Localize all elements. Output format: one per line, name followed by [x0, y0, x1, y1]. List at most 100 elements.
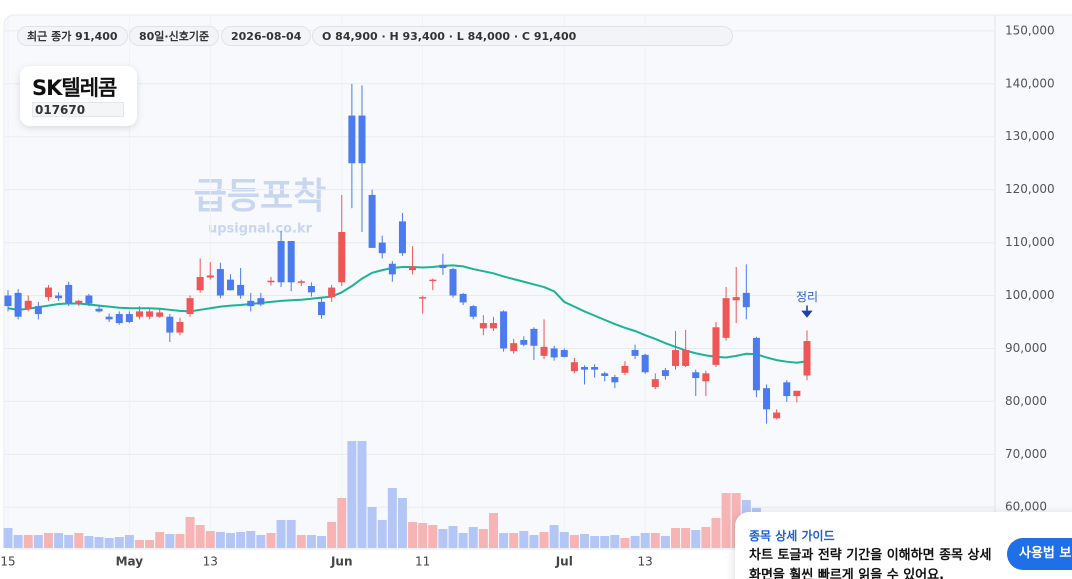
- chip: 2026-08-04: [221, 26, 312, 46]
- volume-bar: [428, 525, 438, 548]
- volume-bar: [357, 441, 367, 548]
- volume-bar: [408, 522, 418, 548]
- volume-bar: [377, 520, 387, 548]
- volume-bar: [721, 493, 731, 548]
- volume-bar: [367, 507, 377, 548]
- candle-body: [307, 285, 315, 293]
- candle-body: [611, 377, 619, 383]
- candle-body: [682, 350, 690, 366]
- candle-body: [773, 412, 781, 419]
- candle-body: [570, 362, 578, 372]
- volume-bar: [134, 540, 144, 548]
- volume-bar: [84, 536, 94, 548]
- guide-text: 화면을 훨씬 빠르게 읽을 수 있어요.: [749, 568, 945, 579]
- candle-body: [55, 295, 63, 299]
- volume-bar: [529, 535, 539, 548]
- candle-body: [489, 323, 497, 329]
- volume-bar: [13, 535, 23, 548]
- candle-body: [398, 221, 406, 254]
- volume-bar: [165, 534, 175, 548]
- candle-body: [479, 323, 487, 329]
- volume-bar: [600, 536, 610, 548]
- volume-bar: [286, 520, 296, 548]
- candle-body: [651, 379, 659, 388]
- x-tick-label: 13: [203, 555, 218, 569]
- guide-text: 차트 토글과 전략 기간을 이해하면 종목 상세: [749, 548, 992, 563]
- volume-bar: [681, 528, 691, 548]
- candle-body: [348, 115, 356, 164]
- candle-body: [257, 298, 265, 305]
- x-tick-label: Jun: [330, 555, 353, 569]
- volume-bar: [64, 535, 74, 548]
- volume-bar: [23, 535, 33, 548]
- candle-body: [186, 298, 194, 315]
- y-tick-label: 150,000: [1005, 23, 1055, 37]
- volume-bar: [306, 535, 316, 548]
- candle-body: [429, 279, 437, 282]
- volume-bar: [33, 535, 43, 548]
- stock-name: SK텔레콤: [32, 76, 117, 100]
- volume-bar: [397, 498, 407, 548]
- candle-body: [115, 314, 123, 324]
- candle-body: [328, 287, 336, 298]
- candle-body: [34, 306, 42, 315]
- candle-body: [661, 370, 669, 376]
- volume-bar: [205, 531, 215, 548]
- candle-body: [560, 350, 568, 357]
- volume-bar: [640, 533, 650, 548]
- candle-body: [156, 312, 164, 317]
- candle-body: [75, 300, 83, 304]
- candle-body: [752, 337, 760, 391]
- volume-bar: [175, 534, 185, 548]
- candle-body: [722, 298, 730, 338]
- y-tick-label: 110,000: [1005, 235, 1055, 249]
- candle-body: [550, 348, 558, 358]
- volume-bar: [671, 528, 681, 548]
- candle-body: [732, 297, 740, 301]
- annotation-arrow: [801, 305, 813, 318]
- x-tick-label: 11: [415, 555, 430, 569]
- annotation: 정리: [796, 290, 818, 304]
- volume-bar: [660, 536, 670, 548]
- guide-button[interactable]: 사용법 보기: [1007, 538, 1072, 570]
- volume-bar: [610, 535, 620, 548]
- candle-body: [803, 341, 811, 376]
- guide-title: 종목 상세 가이드: [749, 529, 835, 543]
- candle-body: [125, 314, 133, 322]
- volume-bar: [266, 533, 276, 548]
- volume-bar: [195, 525, 205, 548]
- volume-bar: [549, 525, 559, 548]
- volume-bar: [276, 520, 286, 548]
- candle-body: [378, 242, 386, 254]
- candle-body: [267, 280, 275, 283]
- stock-code: 017670: [32, 102, 124, 117]
- moving-average: [7, 264, 808, 364]
- y-tick-label: 70,000: [1005, 447, 1047, 461]
- candle-body: [227, 279, 235, 291]
- candle-body: [763, 388, 771, 410]
- candle-body: [318, 301, 326, 316]
- candle-body: [14, 292, 22, 317]
- chip: 80일·신호기준: [129, 26, 220, 46]
- volume-bar: [215, 532, 225, 548]
- volume-bar: [317, 536, 327, 548]
- volume-bar: [468, 527, 478, 548]
- candle-body: [580, 366, 588, 370]
- x-tick-label: Jul: [555, 555, 573, 569]
- candle-body: [742, 292, 750, 308]
- candle-body: [591, 366, 599, 370]
- volume-bar: [94, 537, 104, 548]
- candle-body: [601, 373, 609, 376]
- volume-bar: [124, 535, 134, 548]
- candle-body: [510, 343, 518, 352]
- candle-body: [247, 300, 255, 307]
- volume-bar: [569, 535, 579, 548]
- volume-bar: [155, 532, 165, 548]
- volume-bar: [246, 531, 256, 548]
- volume-bar: [327, 522, 337, 548]
- volume-bar: [337, 498, 347, 548]
- guide-popup: 종목 상세 가이드 차트 토글과 전략 기간을 이해하면 종목 상세 화면을 훨…: [735, 512, 1072, 579]
- volume-bar: [54, 533, 64, 548]
